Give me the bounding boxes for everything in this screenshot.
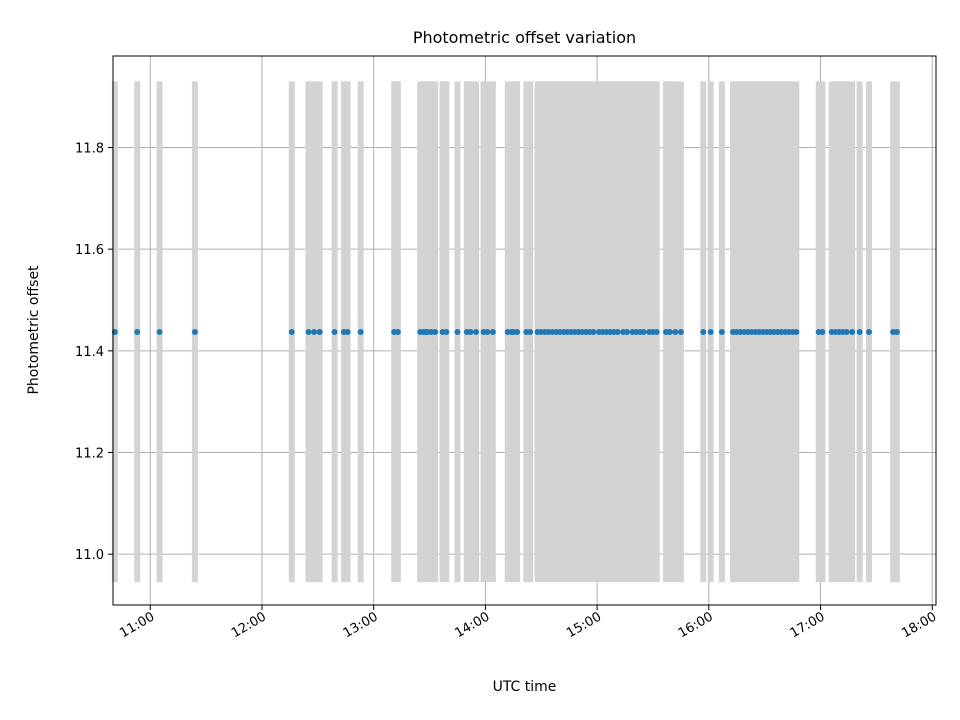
data-point xyxy=(623,329,630,336)
data-point xyxy=(819,329,826,336)
data-point xyxy=(288,329,295,336)
data-point xyxy=(489,329,496,336)
x-tick-label: 13:00 xyxy=(341,609,381,641)
data-point xyxy=(473,329,480,336)
data-point xyxy=(614,329,621,336)
data-point xyxy=(849,329,856,336)
y-axis-label: Photometric offset xyxy=(26,265,42,395)
chart-title: Photometric offset variation xyxy=(413,28,636,47)
data-point xyxy=(843,329,850,336)
data-point xyxy=(865,329,872,336)
data-point xyxy=(700,329,707,336)
x-axis-ticks: 11:00 12:00 13:00 14:00 15:00 16:00 17:00 18:00 xyxy=(117,605,939,641)
x-tick-label: 17:00 xyxy=(788,609,828,641)
data-point xyxy=(316,329,323,336)
x-tick-label: 14:00 xyxy=(452,609,492,641)
data-point xyxy=(856,329,863,336)
data-point xyxy=(666,329,673,336)
data-point xyxy=(677,329,684,336)
x-tick-label: 16:00 xyxy=(676,609,716,641)
data-point xyxy=(394,329,401,336)
data-point xyxy=(653,329,660,336)
y-tick-label: 11.0 xyxy=(75,548,104,563)
data-point xyxy=(590,329,597,336)
plot-frame xyxy=(112,55,937,606)
data-point xyxy=(672,329,679,336)
data-point xyxy=(467,329,474,336)
y-tick-label: 11.4 xyxy=(75,345,104,360)
data-point xyxy=(893,329,900,336)
x-tick-label: 15:00 xyxy=(564,609,604,641)
data-point xyxy=(527,329,534,336)
data-point xyxy=(191,329,198,336)
data-points xyxy=(111,329,900,336)
data-point xyxy=(454,329,461,336)
data-point xyxy=(311,329,318,336)
data-point xyxy=(305,329,312,336)
data-point xyxy=(357,329,364,336)
data-point xyxy=(707,329,714,336)
data-point xyxy=(718,329,725,336)
y-axis-ticks: 11.0 11.2 11.4 11.6 11.8 xyxy=(75,142,113,563)
x-axis-label: UTC time xyxy=(493,679,557,695)
data-point xyxy=(484,329,491,336)
data-point xyxy=(156,329,163,336)
y-tick-label: 11.6 xyxy=(75,243,104,258)
data-point xyxy=(432,329,439,336)
x-tick-label: 11:00 xyxy=(117,609,157,641)
data-point xyxy=(331,329,338,336)
data-point xyxy=(514,329,521,336)
data-point xyxy=(344,329,351,336)
y-tick-label: 11.8 xyxy=(75,142,104,157)
data-point xyxy=(793,329,800,336)
y-tick-label: 11.2 xyxy=(75,447,104,462)
data-point xyxy=(134,329,141,336)
x-tick-label: 12:00 xyxy=(229,609,269,641)
data-point xyxy=(443,329,450,336)
x-tick-label: 18:00 xyxy=(899,609,939,641)
data-point xyxy=(640,329,647,336)
